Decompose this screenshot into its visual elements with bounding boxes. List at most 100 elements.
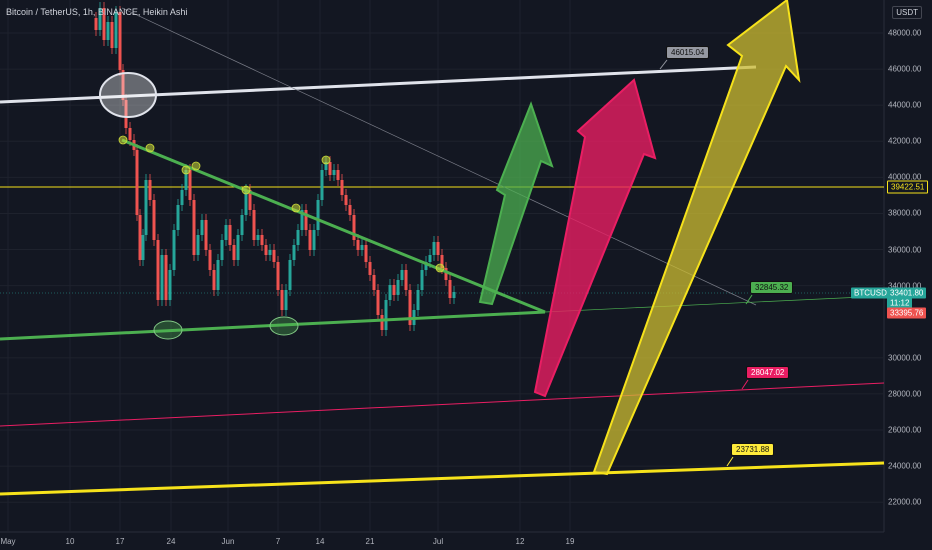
candle <box>344 195 348 205</box>
candle <box>180 190 184 205</box>
x-tick-label: 7 <box>275 537 281 546</box>
candle <box>272 250 276 262</box>
candle <box>232 245 236 260</box>
y-tick-label: 40000.00 <box>888 172 922 182</box>
x-tick-label: 24 <box>166 537 176 546</box>
pivot-marker <box>241 185 251 195</box>
candle <box>372 275 376 290</box>
candle <box>204 220 208 250</box>
candle <box>296 230 300 245</box>
resistance-price-tag: 39422.51 <box>887 180 929 194</box>
candle <box>424 262 428 270</box>
candle <box>212 270 216 290</box>
x-tick-label: May <box>0 537 16 546</box>
level-label-28047[interactable]: 28047.02 <box>746 366 790 379</box>
candle <box>360 245 364 250</box>
x-tick-label: 17 <box>115 537 125 546</box>
candle <box>188 170 192 200</box>
label-leader <box>726 456 734 467</box>
candle <box>208 250 212 270</box>
candle <box>356 240 360 250</box>
upper-channel-line <box>0 65 757 104</box>
x-tick-label: 21 <box>365 537 375 546</box>
candle <box>408 290 412 325</box>
candle <box>144 180 148 235</box>
candle <box>114 12 118 48</box>
x-tick-label: 10 <box>65 537 75 546</box>
level-label-23731[interactable]: 23731.88 <box>731 443 775 456</box>
pivot-marker <box>291 203 301 213</box>
candle <box>392 285 396 295</box>
candle <box>224 225 228 240</box>
candle <box>436 242 440 255</box>
candle <box>172 230 176 270</box>
level-label-46015[interactable]: 46015.04 <box>666 46 710 59</box>
candle <box>312 230 316 250</box>
label-leader <box>741 379 749 390</box>
candle <box>316 200 320 230</box>
pivot-marker <box>435 263 445 273</box>
candle <box>248 190 252 210</box>
candle <box>141 235 145 260</box>
candle <box>308 230 312 250</box>
candle <box>184 170 188 190</box>
x-tick-label: 12 <box>515 537 525 546</box>
candle <box>384 300 388 330</box>
y-tick-label: 44000.00 <box>888 100 922 110</box>
candle <box>244 190 248 215</box>
candle <box>404 270 408 290</box>
candle <box>340 180 344 195</box>
candle <box>416 290 420 310</box>
candle <box>284 290 288 310</box>
candle <box>288 260 292 290</box>
y-tick-label: 48000.00 <box>888 28 922 38</box>
y-tick-label: 42000.00 <box>888 136 922 146</box>
currency-badge[interactable]: USDT <box>892 6 922 19</box>
candle <box>135 150 139 215</box>
candle <box>320 170 324 200</box>
candle <box>280 290 284 310</box>
candle <box>220 240 224 260</box>
y-tick-label: 28000.00 <box>888 389 922 399</box>
pivot-marker <box>145 143 155 153</box>
candle <box>128 128 132 140</box>
candle <box>164 255 168 300</box>
candle <box>256 235 260 240</box>
candle <box>444 268 448 280</box>
candle <box>98 8 102 30</box>
candle <box>138 215 142 260</box>
y-tick-label: 36000.00 <box>888 245 922 255</box>
candle <box>148 180 152 200</box>
candle <box>276 262 280 290</box>
triangle-support-line <box>0 310 546 341</box>
candle <box>252 210 256 240</box>
candle <box>260 235 264 245</box>
candle <box>110 22 114 48</box>
top-highlight-ellipse <box>99 72 157 118</box>
candle <box>156 240 160 300</box>
candle <box>121 70 125 100</box>
candle <box>200 220 204 235</box>
candle <box>388 285 392 300</box>
candle <box>196 235 200 255</box>
candle <box>432 242 436 255</box>
yellow-up-arrow <box>592 0 801 476</box>
pivot-marker <box>191 161 201 171</box>
candle <box>364 245 368 262</box>
symbol-tag: BTCUSDT <box>851 287 895 299</box>
support-extension-line <box>544 295 885 313</box>
candle <box>228 225 232 245</box>
label-leader <box>659 59 668 70</box>
candle <box>160 255 164 300</box>
candle <box>94 18 98 30</box>
candle <box>106 22 110 40</box>
candle <box>332 170 336 175</box>
level-label-32845[interactable]: 32845.32 <box>750 281 794 294</box>
y-tick-label: 38000.00 <box>888 208 922 218</box>
candle <box>264 245 268 255</box>
candle <box>124 100 128 128</box>
pivot-marker <box>181 165 191 175</box>
pivot-marker <box>118 135 128 145</box>
x-tick-label: 19 <box>565 537 575 546</box>
